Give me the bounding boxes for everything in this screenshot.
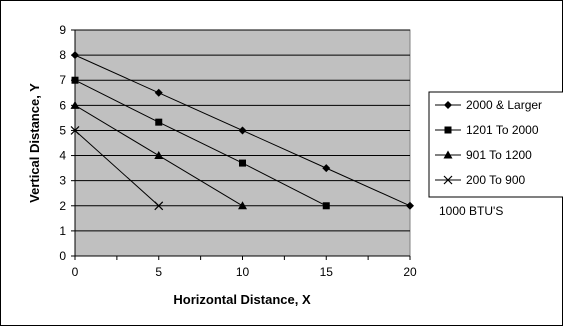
series-markers (70, 51, 414, 211)
data-point-square (444, 126, 452, 134)
data-point-triangle (70, 100, 80, 109)
x-tick-label: 10 (236, 265, 250, 279)
series-line-2 (74, 79, 327, 207)
x-tick-label: 5 (155, 265, 162, 279)
data-point-square (322, 202, 330, 210)
legend-label: 200 To 900 (466, 173, 525, 187)
data-point-diamond (154, 88, 163, 97)
legend-label: 1201 To 2000 (466, 123, 539, 137)
y-tick-label: 9 (59, 23, 66, 37)
y-tick-label: 4 (59, 149, 66, 163)
data-point-diamond (322, 164, 331, 173)
data-point-diamond (238, 126, 247, 135)
data-point-square (155, 118, 163, 126)
legend: 2000 & Larger 1201 To 2000 901 To 1200 200 … (435, 98, 542, 187)
y-tick-label: 6 (59, 98, 66, 112)
x-tick-label: 20 (403, 265, 417, 279)
legend-label: 901 To 1200 (466, 148, 532, 162)
series-line-4 (74, 130, 160, 207)
data-point-triangle (238, 201, 247, 210)
y-tick-label: 2 (59, 199, 66, 213)
x-tick-label: 0 (72, 265, 79, 279)
y-tick-labels: 0 1 2 3 4 5 6 7 8 9 (59, 23, 66, 263)
y-tick-label: 1 (59, 224, 66, 238)
x-tick-labels: 0 5 10 15 20 (72, 265, 417, 279)
data-point-triangle (443, 150, 453, 159)
y-tick-label: 5 (59, 123, 66, 137)
plot-area (74, 29, 411, 257)
legend-label: 2000 & Larger (466, 98, 542, 112)
data-point-diamond (444, 101, 452, 109)
data-point-x (70, 126, 80, 135)
units-caption: 1000 BTU'S (439, 204, 503, 218)
data-point-square (239, 159, 246, 167)
x-tick-label: 15 (320, 265, 334, 279)
data-point-diamond (71, 51, 79, 60)
y-tick-label: 0 (59, 249, 66, 263)
y-axis-title: Vertical Distance, Y (27, 83, 42, 203)
data-point-diamond (406, 201, 414, 210)
data-point-square (71, 76, 79, 84)
data-point-x (443, 175, 453, 185)
x-axis-title: Horizontal Distance, X (173, 292, 311, 307)
data-point-triangle (154, 151, 164, 160)
data-point-x (154, 201, 164, 211)
y-tick-label: 8 (59, 48, 66, 62)
gridlines (75, 29, 410, 232)
y-tick-label: 3 (59, 174, 66, 188)
y-tick-label: 7 (59, 73, 66, 87)
